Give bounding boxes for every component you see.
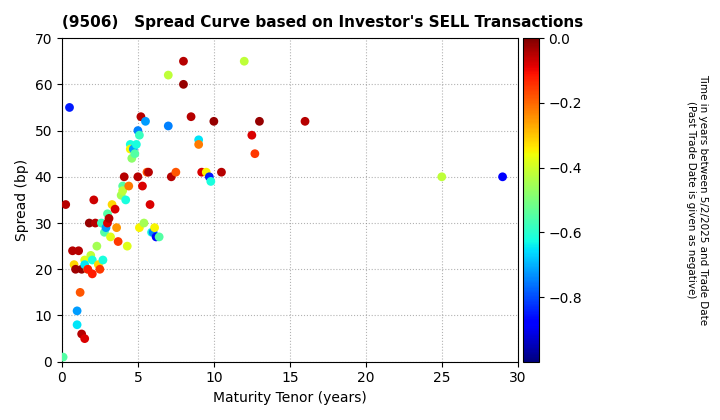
Point [134, 132, 145, 139]
Point [71, 321, 83, 328]
Point [129, 150, 140, 157]
Point [185, 113, 197, 120]
Point [497, 173, 508, 180]
Point [125, 141, 136, 148]
Point [76, 331, 87, 337]
Point [140, 118, 151, 125]
Point [153, 234, 165, 240]
Point [134, 224, 145, 231]
Point [60, 201, 71, 208]
X-axis label: Maturity Tenor (years): Maturity Tenor (years) [213, 391, 366, 405]
Point [99, 229, 110, 236]
Point [84, 220, 95, 226]
Point [200, 169, 212, 176]
Point [132, 173, 143, 180]
Point [216, 169, 228, 176]
Point [117, 183, 128, 189]
Y-axis label: Time in years between 5/2/2025 and Trade Date
(Past Trade Date is given as negat: Time in years between 5/2/2025 and Trade… [686, 74, 708, 326]
Y-axis label: Spread (bp): Spread (bp) [15, 159, 29, 241]
Point [193, 141, 204, 148]
Point [88, 197, 99, 203]
Point [196, 169, 207, 176]
Point [130, 141, 142, 148]
Point [58, 354, 69, 360]
Point [97, 257, 109, 263]
Point [82, 266, 94, 273]
Point [238, 58, 250, 65]
Point [94, 266, 106, 273]
Point [249, 150, 261, 157]
Point [135, 113, 147, 120]
Point [79, 261, 91, 268]
Point [163, 72, 174, 79]
Point [178, 81, 189, 88]
Point [145, 229, 157, 236]
Point [120, 197, 132, 203]
Point [166, 173, 177, 180]
Point [144, 201, 156, 208]
Point [64, 104, 76, 111]
Point [138, 220, 150, 226]
Point [126, 155, 138, 162]
Point [103, 215, 114, 222]
Point [79, 335, 91, 342]
Point [67, 247, 78, 254]
Point [178, 58, 189, 65]
Point [85, 252, 96, 259]
Point [141, 169, 153, 176]
Point [149, 224, 161, 231]
Point [76, 266, 87, 273]
Point [109, 206, 121, 213]
Point [93, 261, 104, 268]
Point [74, 289, 86, 296]
Point [125, 146, 136, 152]
Point [96, 220, 107, 226]
Point [148, 229, 159, 236]
Point [105, 234, 117, 240]
Point [102, 210, 113, 217]
Point [137, 183, 148, 189]
Point [170, 169, 181, 176]
Point [300, 118, 311, 125]
Point [86, 257, 98, 263]
Point [205, 178, 217, 185]
Point [246, 132, 258, 139]
Point [143, 169, 154, 176]
Point [150, 234, 162, 240]
Point [115, 192, 127, 199]
Point [79, 257, 91, 263]
Point [71, 307, 83, 314]
Point [86, 270, 98, 277]
Point [163, 123, 174, 129]
Point [119, 173, 130, 180]
Point [89, 220, 101, 226]
Point [132, 127, 143, 134]
Point [102, 220, 113, 226]
Point [100, 224, 112, 231]
Point [111, 224, 122, 231]
Point [127, 146, 139, 152]
Point [436, 173, 448, 180]
Point [68, 261, 80, 268]
Point [122, 243, 133, 249]
Point [91, 243, 103, 249]
Point [204, 173, 215, 180]
Point [112, 238, 124, 245]
Point [107, 201, 118, 208]
Point [208, 118, 220, 125]
Point [123, 183, 135, 189]
Point [193, 136, 204, 143]
Point [70, 266, 81, 273]
Point [73, 247, 84, 254]
Point [253, 118, 265, 125]
Point [82, 266, 94, 273]
Text: (9506)   Spread Curve based on Investor's SELL Transactions: (9506) Spread Curve based on Investor's … [62, 15, 583, 30]
Point [117, 187, 128, 194]
